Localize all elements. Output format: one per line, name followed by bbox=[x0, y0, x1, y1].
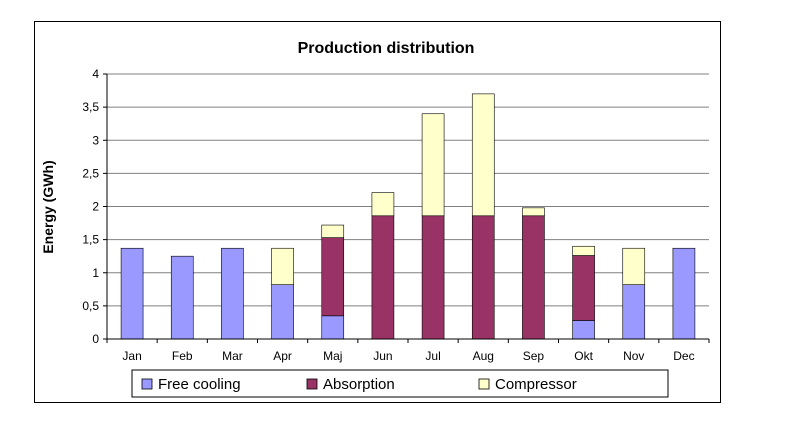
bar-segment bbox=[321, 237, 345, 317]
legend: Free cooling Absorption Compressor bbox=[131, 369, 669, 398]
axes: 0 0,5 1 1,5 2 2,5 3 3,5 4 Jan Feb Mar Apr Maj Jun Jul Au… bbox=[82, 67, 710, 363]
bar-segment bbox=[170, 255, 194, 340]
x-tick-label: Apr bbox=[273, 349, 292, 363]
x-tick-label: Okt bbox=[574, 349, 593, 363]
bar-segment bbox=[471, 215, 495, 340]
bar-segment bbox=[572, 255, 595, 321]
x-tick-label: Jun bbox=[373, 349, 392, 363]
bar-segment bbox=[522, 215, 545, 340]
x-tick-label: Jan bbox=[122, 349, 141, 363]
bar-segment bbox=[672, 247, 696, 340]
y-tick-label: 3,5 bbox=[82, 100, 99, 114]
bar-segment bbox=[471, 93, 495, 217]
legend-label: Compressor bbox=[495, 376, 577, 393]
bar-segment bbox=[221, 247, 244, 340]
bar-segment bbox=[321, 315, 345, 340]
bar-segment bbox=[321, 224, 345, 238]
bar-segment bbox=[271, 284, 294, 340]
bar-segment bbox=[371, 215, 395, 340]
x-tick-label: Aug bbox=[473, 349, 494, 363]
bar-segment bbox=[421, 113, 445, 217]
bar-segment bbox=[522, 207, 545, 217]
bar-segment bbox=[120, 247, 144, 340]
bar-segment bbox=[622, 284, 646, 340]
bars bbox=[120, 93, 696, 340]
y-tick-label: 1,5 bbox=[82, 233, 99, 247]
y-tick-label: 0 bbox=[92, 332, 99, 346]
y-axis-label: Energy (GWh) bbox=[40, 160, 56, 253]
bar-segment bbox=[271, 247, 294, 285]
bar-segment bbox=[421, 215, 445, 340]
y-tick-label: 2 bbox=[92, 200, 99, 214]
y-tick-label: 3 bbox=[92, 133, 99, 147]
y-tick-label: 1 bbox=[92, 266, 99, 280]
bar-segment bbox=[572, 245, 595, 256]
x-tick-label: Dec bbox=[673, 349, 694, 363]
x-tick-label: Sep bbox=[523, 349, 545, 363]
production-chart: Production distribution Energy (GWh) 0 0,… bbox=[40, 40, 710, 398]
legend-swatch bbox=[141, 378, 153, 390]
x-tick-label: Mar bbox=[222, 349, 243, 363]
bar-segment bbox=[622, 247, 646, 285]
legend-label: Absorption bbox=[323, 376, 395, 393]
chart-frame: Production distribution Energy (GWh) 0 0,… bbox=[34, 21, 721, 403]
legend-box bbox=[131, 369, 669, 398]
x-tick-label: Maj bbox=[323, 349, 342, 363]
grid-lines bbox=[107, 73, 709, 307]
bar-segment bbox=[371, 192, 395, 217]
legend-label: Free cooling bbox=[158, 376, 241, 393]
bar-segment bbox=[572, 320, 595, 340]
legend-swatch bbox=[478, 378, 490, 390]
y-tick-label: 4 bbox=[92, 67, 99, 81]
legend-swatch bbox=[306, 378, 318, 390]
x-tick-label: Feb bbox=[172, 349, 193, 363]
y-tick-label: 0,5 bbox=[82, 299, 99, 313]
x-tick-label: Jul bbox=[425, 349, 440, 363]
y-tick-label: 2,5 bbox=[82, 166, 99, 180]
chart-title: Production distribution bbox=[298, 40, 475, 57]
x-tick-label: Nov bbox=[623, 349, 644, 363]
